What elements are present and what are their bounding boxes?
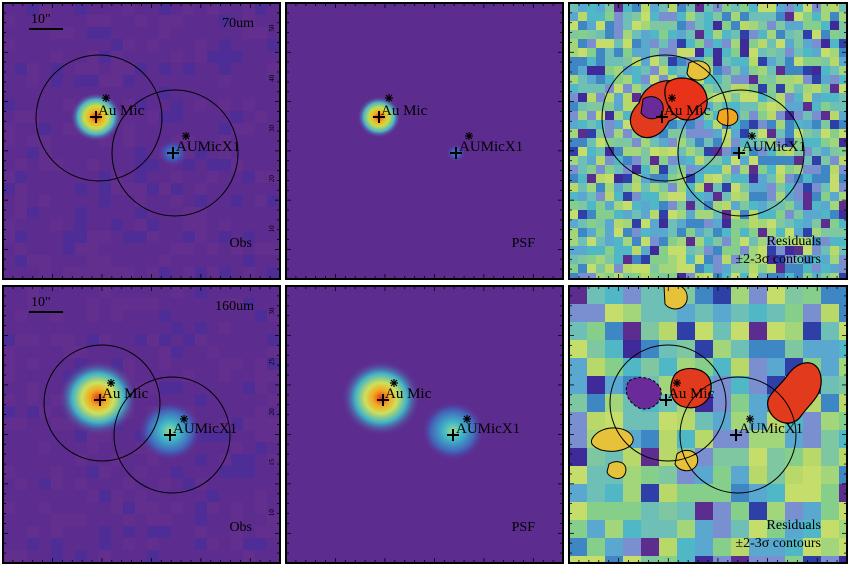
axis-tick-label: 10	[268, 225, 276, 233]
cross-marker-aumicx1	[167, 147, 179, 159]
band-label: 70um	[222, 16, 254, 31]
corner-label-obs: Obs	[229, 520, 252, 535]
aperture-circle-aumicx1	[111, 89, 239, 217]
source-label-au-mic: Au Mic	[664, 103, 711, 119]
cross-marker-au-mic	[90, 111, 102, 123]
star-marker-aumicx1	[180, 415, 188, 423]
cross-marker-au-mic	[373, 111, 385, 123]
star-marker-au-mic	[385, 94, 393, 102]
axis-tick-label: 30	[268, 124, 276, 132]
panel-image: Au Mic AUMicX1 PSF	[286, 3, 563, 279]
panel-image: Au Mic AUMicX1 Residuals ±2-3σ contours	[569, 286, 847, 563]
axis-tick-label: 20	[268, 175, 276, 183]
source-label-au-mic: Au Mic	[102, 386, 149, 402]
aperture-circle-aumicx1	[677, 89, 805, 217]
panel-160-obs: Au Mic AUMicX1 Obs 160um 10" 10 15 20 25 30	[2, 285, 281, 564]
cross-marker-aumicx1	[447, 429, 459, 441]
source-label-aumicx1: AUMicX1	[173, 421, 237, 437]
aperture-circle-aumicx1	[679, 376, 797, 494]
cross-marker-au-mic	[660, 394, 672, 406]
panel-frame	[285, 285, 564, 564]
axis-tick-label: 15	[268, 458, 276, 466]
star-marker-aumicx1	[748, 132, 756, 140]
axis-tick-label: 50	[268, 24, 276, 32]
aperture-circle-au-mic	[43, 344, 161, 462]
source-label-au-mic: Au Mic	[381, 103, 428, 119]
source-label-aumicx1: AUMicX1	[742, 139, 806, 155]
cross-marker-au-mic	[94, 394, 106, 406]
star-marker-au-mic	[107, 379, 115, 387]
corner-label-contours: ±2-3σ contours	[735, 252, 821, 267]
aperture-circle-aumicx1	[113, 376, 231, 494]
panel-frame	[568, 285, 848, 564]
star-marker-au-mic	[102, 94, 110, 102]
band-label: 160um	[215, 299, 254, 314]
source-label-aumicx1: AUMicX1	[459, 139, 523, 155]
cross-marker-aumicx1	[164, 429, 176, 441]
corner-label-obs: Obs	[229, 236, 252, 251]
source-label-aumicx1: AUMicX1	[176, 139, 240, 155]
source-label-aumicx1: AUMicX1	[456, 421, 520, 437]
panel-frame	[568, 2, 848, 280]
corner-label-residuals: Residuals	[767, 518, 821, 533]
corner-label-residuals: Residuals	[767, 234, 821, 249]
panel-image: Au Mic AUMicX1 Obs 70um 10"	[3, 3, 280, 279]
panel-image: Au Mic AUMicX1 PSF	[286, 286, 563, 563]
panel-frame	[285, 2, 564, 280]
panel-160-res: Au Mic AUMicX1 Residuals ±2-3σ contours	[568, 285, 848, 564]
panel-70-res: Au Mic AUMicX1 Residuals ±2-3σ contours	[568, 2, 848, 280]
star-marker-aumicx1	[463, 415, 471, 423]
cross-marker-au-mic	[377, 394, 389, 406]
cross-marker-aumicx1	[730, 429, 742, 441]
star-marker-au-mic	[668, 94, 676, 102]
aperture-circle-au-mic	[609, 344, 727, 462]
star-marker-aumicx1	[465, 132, 473, 140]
cross-marker-aumicx1	[733, 147, 745, 159]
axis-tick-label: 20	[268, 408, 276, 416]
axis-tick-label: 10	[268, 509, 276, 517]
corner-label-psf: PSF	[512, 520, 536, 535]
axis-tick-label: 40	[268, 74, 276, 82]
axis-tick-label: 30	[268, 307, 276, 315]
corner-label-psf: PSF	[512, 236, 536, 251]
source-label-aumicx1: AUMicX1	[739, 421, 803, 437]
star-marker-au-mic	[673, 379, 681, 387]
axis-tick-label: 25	[268, 358, 276, 366]
panel-70-psf: Au Mic AUMicX1 PSF	[285, 2, 564, 280]
cross-marker-au-mic	[656, 111, 668, 123]
panel-frame	[2, 285, 281, 564]
aperture-circle-au-mic	[35, 54, 163, 182]
star-marker-aumicx1	[182, 132, 190, 140]
panel-70-obs: Au Mic AUMicX1 Obs 70um 10" 10 20 30 40 50	[2, 2, 281, 280]
star-marker-aumicx1	[746, 415, 754, 423]
source-emission-au-mic	[58, 360, 138, 436]
cross-marker-aumicx1	[450, 147, 462, 159]
scale-bar-label: 10"	[31, 295, 51, 310]
source-label-au-mic: Au Mic	[668, 386, 715, 402]
source-label-au-mic: Au Mic	[385, 386, 432, 402]
panel-160-psf: Au Mic AUMicX1 PSF	[285, 285, 564, 564]
scale-bar-label: 10"	[31, 12, 51, 27]
panel-frame	[2, 2, 281, 280]
aperture-circle-au-mic	[601, 54, 729, 182]
source-label-au-mic: Au Mic	[98, 103, 145, 119]
residual-positive-contour	[670, 367, 712, 409]
star-marker-au-mic	[390, 379, 398, 387]
source-emission-au-mic	[341, 360, 421, 436]
panel-image: Au Mic AUMicX1 Residuals ±2-3σ contours	[569, 3, 847, 279]
panel-image: Au Mic AUMicX1 Obs 160um 10"	[3, 286, 280, 563]
corner-label-contours: ±2-3σ contours	[735, 536, 821, 551]
